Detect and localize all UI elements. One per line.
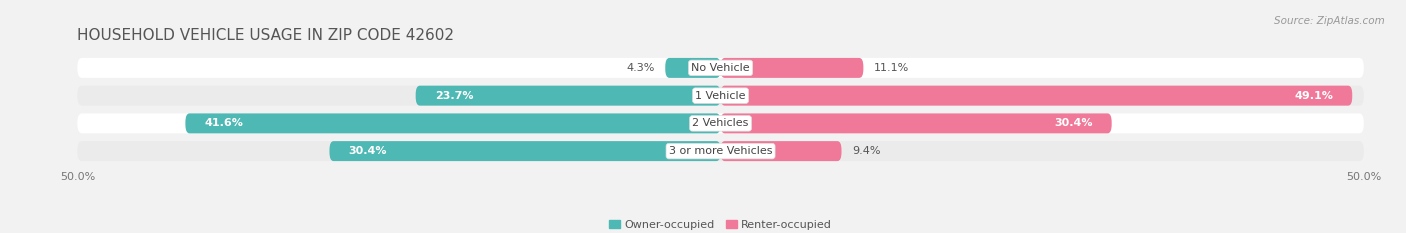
Text: 3 or more Vehicles: 3 or more Vehicles (669, 146, 772, 156)
Text: 1 Vehicle: 1 Vehicle (696, 91, 745, 101)
FancyBboxPatch shape (77, 113, 1364, 133)
Text: No Vehicle: No Vehicle (692, 63, 749, 73)
Text: Source: ZipAtlas.com: Source: ZipAtlas.com (1274, 16, 1385, 26)
Text: 9.4%: 9.4% (852, 146, 880, 156)
FancyBboxPatch shape (416, 86, 721, 106)
FancyBboxPatch shape (665, 58, 721, 78)
Text: 23.7%: 23.7% (434, 91, 474, 101)
Text: 4.3%: 4.3% (627, 63, 655, 73)
FancyBboxPatch shape (329, 141, 721, 161)
FancyBboxPatch shape (77, 86, 1364, 106)
FancyBboxPatch shape (77, 141, 1364, 161)
FancyBboxPatch shape (721, 141, 842, 161)
FancyBboxPatch shape (721, 86, 1353, 106)
FancyBboxPatch shape (186, 113, 721, 133)
Text: HOUSEHOLD VEHICLE USAGE IN ZIP CODE 42602: HOUSEHOLD VEHICLE USAGE IN ZIP CODE 4260… (77, 28, 454, 43)
Text: 30.4%: 30.4% (1054, 118, 1092, 128)
FancyBboxPatch shape (721, 113, 1112, 133)
FancyBboxPatch shape (77, 58, 1364, 78)
FancyBboxPatch shape (721, 58, 863, 78)
Legend: Owner-occupied, Renter-occupied: Owner-occupied, Renter-occupied (605, 216, 837, 233)
Text: 49.1%: 49.1% (1294, 91, 1333, 101)
Text: 2 Vehicles: 2 Vehicles (692, 118, 749, 128)
Text: 41.6%: 41.6% (205, 118, 243, 128)
Text: 11.1%: 11.1% (873, 63, 908, 73)
Text: 30.4%: 30.4% (349, 146, 387, 156)
